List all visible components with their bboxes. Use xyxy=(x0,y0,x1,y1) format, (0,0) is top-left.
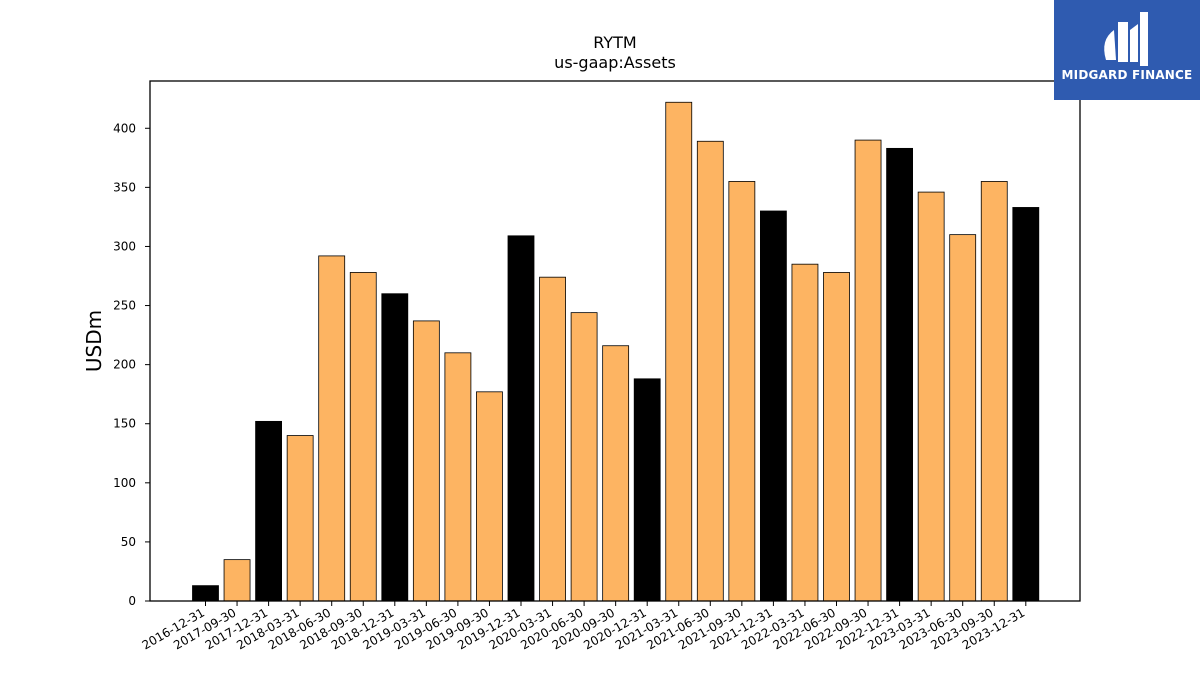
x-ticks-group: 2016-12-312017-09-302017-12-312018-03-31… xyxy=(140,601,1027,652)
bar-2020-03-31 xyxy=(539,276,566,602)
bar-2021-12-31 xyxy=(760,210,787,602)
bar-2018-03-31 xyxy=(286,435,314,602)
bar-2019-06-30 xyxy=(444,352,472,602)
bar-2020-12-31 xyxy=(633,378,661,602)
bar-2021-03-31 xyxy=(665,101,693,602)
chart-subtitle: us-gaap:Assets xyxy=(554,53,676,72)
y-tick-label: 300 xyxy=(113,239,136,253)
y-tick-label: 400 xyxy=(113,121,136,135)
y-tick-label: 350 xyxy=(113,180,136,194)
plot-frame xyxy=(149,80,1081,602)
bar-2021-06-30 xyxy=(696,140,724,602)
bar-2019-03-31 xyxy=(412,320,440,602)
bar-2017-09-30 xyxy=(223,559,251,602)
logo-text: MIDGARD FINANCE xyxy=(1061,68,1193,82)
company-logo: MIDGARD FINANCE xyxy=(1054,0,1200,100)
bar-2018-09-30 xyxy=(349,272,377,602)
logo-mark-icon xyxy=(1104,12,1148,66)
bar-2023-12-31 xyxy=(1012,207,1040,602)
y-tick-label: 150 xyxy=(113,417,136,431)
bar-2022-06-30 xyxy=(823,272,850,602)
y-tick-label: 100 xyxy=(113,476,136,490)
bar-2022-09-30 xyxy=(854,139,882,602)
bar-2019-12-31 xyxy=(507,235,535,602)
bar-2020-09-30 xyxy=(602,345,630,602)
bar-2019-09-30 xyxy=(476,391,503,602)
bar-2018-12-31 xyxy=(381,293,409,602)
bar-2022-12-31 xyxy=(886,147,913,602)
bar-2017-12-31 xyxy=(255,420,283,602)
chart-title: RYTM xyxy=(593,33,636,52)
bar-2023-09-30 xyxy=(980,181,1008,602)
y-tick-label: 250 xyxy=(113,299,136,313)
bar-2021-09-30 xyxy=(728,181,756,602)
bar-2018-06-30 xyxy=(318,255,346,602)
y-tick-label: 50 xyxy=(121,535,136,549)
bar-2022-03-31 xyxy=(791,263,819,602)
y-tick-label: 200 xyxy=(113,358,136,372)
y-axis-label: USDm xyxy=(82,310,106,372)
bar-2016-12-31 xyxy=(192,585,219,602)
bars-group xyxy=(192,101,1040,602)
bar-2023-06-30 xyxy=(949,234,977,602)
y-tick-label: 0 xyxy=(128,594,136,608)
y-ticks-group: 0 50 100 150 200 250 300 350 400 xyxy=(113,121,150,608)
bar-2020-06-30 xyxy=(570,312,598,602)
bar-2023-03-31 xyxy=(917,191,945,602)
